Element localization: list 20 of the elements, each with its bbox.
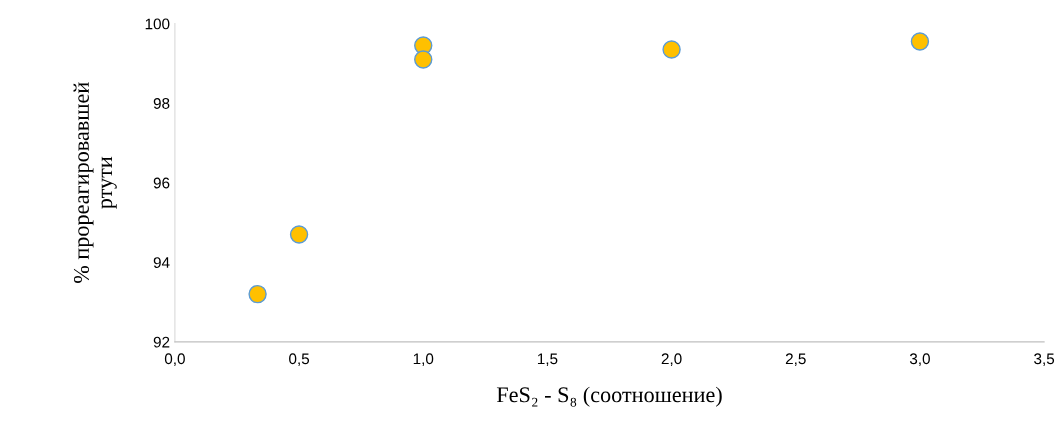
point (414, 50, 433, 69)
point (910, 32, 930, 51)
y-tick-label: 100 (145, 18, 170, 30)
x-tick-label: 0,5 (289, 353, 310, 366)
x-axis-title: FeS₂ - S₈ (соотношение) (496, 386, 722, 407)
x-tick-label: 2,0 (661, 353, 682, 366)
y-tick-label: 92 (153, 336, 170, 348)
x-tick-label: 1,0 (413, 353, 434, 366)
y-tick-label: 96 (153, 177, 170, 189)
point (248, 284, 267, 304)
x-tick-label: 3,5 (1034, 353, 1055, 366)
x-tick-label: 1,5 (537, 353, 558, 366)
x-tick-label: 2,5 (785, 353, 806, 366)
y-tick-label: 98 (153, 98, 170, 109)
x-tick-label: 3,0 (909, 353, 930, 366)
point (289, 225, 309, 244)
x-tick-label: 0,0 (164, 353, 185, 366)
point (662, 40, 681, 59)
y-axis-title: % прореагировавшей ртути (73, 82, 117, 283)
y-tick-label: 94 (153, 257, 170, 268)
